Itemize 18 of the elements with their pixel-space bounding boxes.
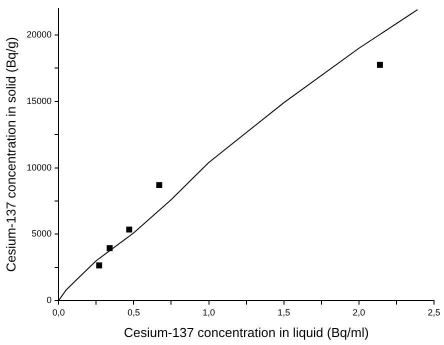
- x-tick-label: 2,0: [352, 307, 366, 318]
- point: [126, 226, 132, 233]
- y-tick-label: 0: [46, 295, 52, 306]
- x-tick-label: 0,5: [127, 307, 140, 318]
- y-axis-title: Cesium-137 concentration in solid (Bq/g): [3, 37, 18, 272]
- x-tick-label: 1,0: [202, 307, 216, 318]
- point: [106, 245, 113, 252]
- x-tick-label: 1,5: [278, 307, 290, 318]
- point: [376, 62, 383, 68]
- x-axis-title: Cesium-137 concentration in liquid (Bq/ml): [124, 324, 369, 340]
- y-tick-label: 5000: [32, 228, 52, 239]
- point: [156, 182, 162, 188]
- y-tick-label: 20000: [26, 29, 52, 40]
- x-tick-label: 2,5: [428, 307, 440, 318]
- point: [96, 262, 102, 268]
- x-tick-label: 0,0: [52, 307, 65, 318]
- y-tick-label: 10000: [26, 162, 52, 172]
- y-tick-label: 15000: [26, 96, 52, 106]
